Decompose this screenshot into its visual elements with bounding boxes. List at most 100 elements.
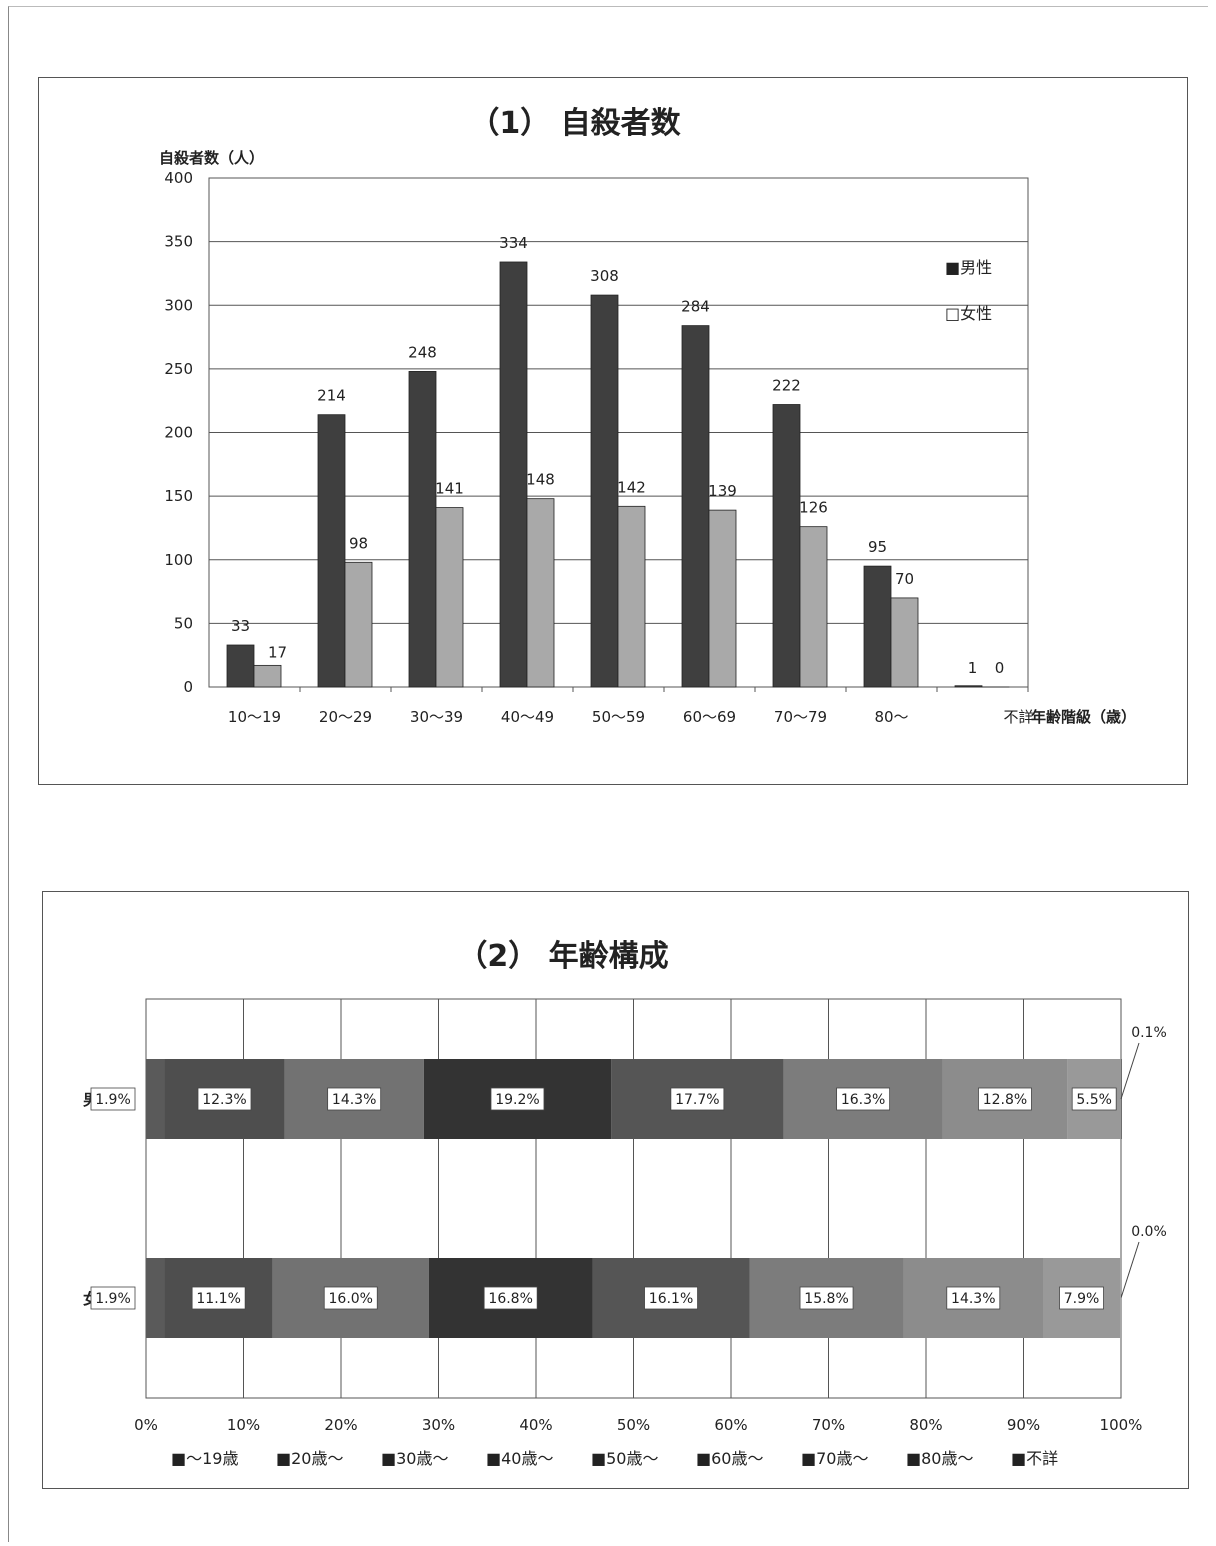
- legend-item: ■不詳: [1011, 1449, 1058, 1468]
- y-tick-label: 0: [183, 678, 193, 696]
- data-label-male: 308: [590, 267, 619, 285]
- segment-label: 1.9%: [95, 1092, 131, 1108]
- legend: ■～19歳 ■20歳～ ■30歳～ ■40歳～ ■50歳～ ■60歳～ ■70歳～ ■80歳～…: [171, 1449, 1058, 1468]
- x-tick-label: 60%: [714, 1416, 747, 1434]
- bar-female: [890, 597, 919, 688]
- segment-label: 7.9%: [1064, 1291, 1100, 1307]
- data-label-male: 284: [681, 298, 710, 316]
- segment-label: 16.3%: [841, 1092, 885, 1108]
- x-tick-label: 70～79: [774, 708, 827, 726]
- x-tick-label: 10～19: [228, 708, 281, 726]
- data-label-male: 214: [317, 387, 346, 405]
- segment-label-box: [483, 1286, 538, 1310]
- x-tick-label: 50%: [617, 1416, 650, 1434]
- segment-label: 16.8%: [488, 1291, 532, 1307]
- x-tick-label: 20%: [324, 1416, 357, 1434]
- segment-label-box: [670, 1087, 725, 1111]
- data-label-female: 0: [995, 659, 1005, 677]
- bar-segment: [146, 1258, 165, 1338]
- bar-female: [344, 561, 373, 688]
- segment-label-box: [644, 1286, 698, 1310]
- bar-female: [799, 526, 828, 688]
- segment-label-box: [490, 1087, 545, 1111]
- data-label-male: 334: [499, 234, 528, 252]
- bar-female: [708, 509, 737, 688]
- segment-label: 14.3%: [332, 1092, 376, 1108]
- age-composition-chart-panel: （2） 年齢構成 0% 10% 20% 30% 40% 50% 60% 70% 80% 90% 10…: [42, 891, 1189, 1489]
- segment-label: 11.1%: [196, 1291, 240, 1307]
- bar-male: [317, 414, 346, 688]
- y-tick-label: 200: [164, 424, 193, 442]
- y-tick-label: 100: [164, 551, 193, 569]
- segment-label-box: [946, 1286, 1001, 1310]
- segment-label-box: [836, 1087, 891, 1111]
- bar-male: [590, 294, 619, 688]
- legend-item: ■～19歳: [171, 1449, 238, 1468]
- y-tick-label: 250: [164, 360, 193, 378]
- segment-label: 14.3%: [951, 1291, 995, 1307]
- bar-segment: [146, 1059, 165, 1139]
- page-frame: [8, 6, 1208, 1542]
- data-label-male: 95: [868, 538, 887, 556]
- segment-labels: 1.9% 12.3% 14.3% 19.2% 17.7% 16.3% 12.8% 5.5% 0.…: [90, 1025, 1167, 1310]
- bar-female: [435, 507, 464, 688]
- segment-label: 5.5%: [1076, 1092, 1112, 1108]
- data-label-male: 33: [231, 617, 250, 635]
- data-label-male: 248: [408, 343, 437, 361]
- legend-item: ■50歳～: [591, 1449, 658, 1468]
- bar-male: [681, 325, 710, 688]
- segment-label: 0.0%: [1131, 1224, 1167, 1240]
- bar-female: [253, 664, 282, 688]
- x-tick-label: 60～69: [683, 708, 736, 726]
- x-tick-label: 80～: [874, 708, 908, 726]
- data-label-female: 126: [799, 499, 828, 517]
- bar-male: [499, 261, 528, 688]
- data-label-male: 222: [772, 377, 801, 395]
- y-tick-label: 150: [164, 487, 193, 505]
- data-label-female: 98: [349, 534, 368, 552]
- leader-line: [1120, 1042, 1140, 1100]
- y-tick-labels: 0 50 100 150 200 250 300 350 400: [164, 169, 193, 696]
- legend-item: ■60歳～: [696, 1449, 763, 1468]
- x-tick-label: 10%: [227, 1416, 260, 1434]
- data-label-female: 148: [526, 471, 555, 489]
- data-label-female: 17: [268, 643, 287, 661]
- y-tick-label: 50: [174, 614, 193, 632]
- segment-label: 12.8%: [983, 1092, 1027, 1108]
- chart-title: （1） 自殺者数: [469, 106, 681, 141]
- category-labels: 男性女性: [83, 1091, 113, 1308]
- segment-label-box: [1059, 1286, 1104, 1310]
- legend-item-female: □女性: [945, 304, 992, 323]
- segment-label: 0.1%: [1131, 1025, 1167, 1041]
- segment-label: 19.2%: [495, 1092, 539, 1108]
- y-tick-label: 300: [164, 296, 193, 314]
- bar-male: [772, 404, 801, 688]
- segment-label: 15.8%: [804, 1291, 848, 1307]
- x-tick-labels: 10～19 20～29 30～39 40～49 50～59 60～69 70～79 80～ 不詳: [228, 708, 1034, 726]
- legend: ■男性 □女性: [945, 258, 992, 323]
- segment-label-box: [323, 1286, 378, 1310]
- segment-label: 12.3%: [202, 1092, 246, 1108]
- x-axis-label: 年齢階級（歳）: [1031, 708, 1136, 726]
- segment-label-box: [799, 1286, 854, 1310]
- segment-label: 16.0%: [329, 1291, 373, 1307]
- leader-line: [1120, 1241, 1140, 1299]
- age-composition-chart: （2） 年齢構成 0% 10% 20% 30% 40% 50% 60% 70% 80% 90% 10…: [83, 939, 1167, 1468]
- x-tick-label: 90%: [1007, 1416, 1040, 1434]
- segment-label-box: [978, 1087, 1032, 1111]
- bar-male: [226, 644, 255, 688]
- y-tick-label: 400: [164, 169, 193, 187]
- bar-female: [526, 498, 555, 688]
- legend-item: ■80歳～: [906, 1449, 973, 1468]
- segment-label-box: [1071, 1087, 1117, 1111]
- segment-label-box: [197, 1087, 252, 1111]
- legend-item: ■40歳～: [486, 1449, 553, 1468]
- legend-item: ■30歳～: [381, 1449, 448, 1468]
- data-label-female: 141: [435, 480, 464, 498]
- data-label-female: 139: [708, 482, 737, 500]
- x-tick-label: 20～29: [319, 708, 372, 726]
- x-tick-label: 30%: [422, 1416, 455, 1434]
- data-label-female: 142: [617, 478, 646, 496]
- data-label-female: 70: [895, 570, 914, 588]
- x-tick-label: 不詳: [1003, 708, 1033, 726]
